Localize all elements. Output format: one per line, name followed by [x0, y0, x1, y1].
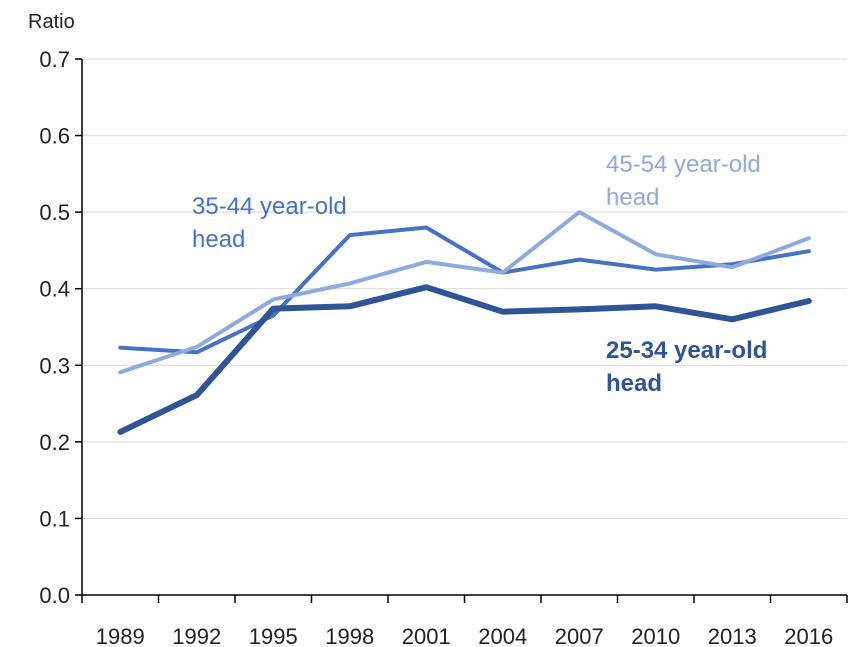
y-tick-label: 0.4	[39, 277, 70, 302]
series-lines	[117, 210, 812, 435]
x-tick-label: 2004	[478, 624, 527, 647]
y-tick-label: 0.1	[39, 506, 70, 531]
y-axis-title: Ratio	[28, 11, 75, 33]
y-tick-label: 0.6	[39, 124, 70, 149]
x-tick-label: 2016	[784, 624, 833, 647]
y-tick-label: 0.5	[39, 200, 70, 225]
x-tick-label: 2007	[555, 624, 604, 647]
series-line-45-54	[118, 210, 811, 375]
axes	[75, 58, 848, 603]
series-line-35-44	[118, 225, 811, 355]
series-line-25-34	[117, 284, 812, 435]
gridlines	[82, 58, 847, 519]
x-tick-label: 1989	[96, 624, 145, 647]
x-tick-label: 2013	[708, 624, 757, 647]
x-tick-label: 2001	[402, 624, 451, 647]
series-label: 45-54 year-old head	[606, 151, 761, 211]
labels: 0.0 0.1 0.2 0.3 0.4 0.5 0.6 0.7 1989 1992 1995 1998…	[28, 11, 833, 647]
y-tick-label: 0.7	[39, 47, 70, 72]
y-tick-label: 0.2	[39, 430, 70, 455]
x-tick-label: 1998	[325, 624, 374, 647]
y-tick-label: 0.3	[39, 353, 70, 378]
series-label: 25-34 year-old head	[606, 337, 767, 397]
x-tick-label: 1995	[249, 624, 298, 647]
y-tick-label: 0.0	[39, 583, 70, 608]
x-tick-label: 1992	[172, 624, 221, 647]
x-tick-label: 2010	[631, 624, 680, 647]
series-label: 35-44 year-old head	[192, 193, 347, 253]
